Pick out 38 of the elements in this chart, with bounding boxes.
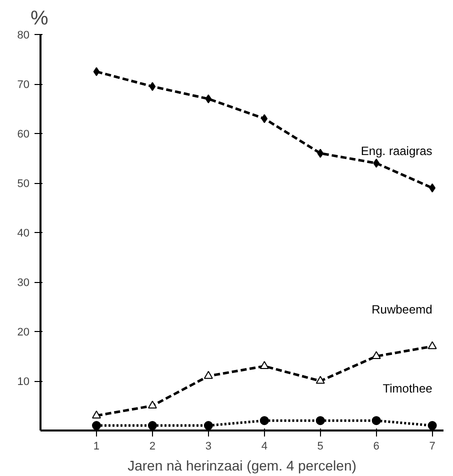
point [428, 421, 437, 430]
point [260, 416, 269, 426]
y-tick-label: 10 [17, 376, 30, 388]
y-tick-label: 40 [17, 228, 30, 240]
y-tick-label: 20 [17, 326, 30, 338]
point [204, 370, 213, 379]
point [204, 421, 213, 430]
x-tick-label: 6 [373, 440, 380, 452]
point [149, 82, 156, 91]
y-tick-label: 70 [17, 79, 30, 91]
series-label: Timothee [382, 382, 433, 396]
x-tick-label: 5 [317, 440, 324, 452]
x-axis-title: Jaren nà herinzaai (gem. 4 percelen) [128, 458, 356, 474]
text: Ruwbeemd [372, 302, 432, 316]
x-tick-label: 4 [261, 440, 268, 452]
x-tick-label: 1 [93, 440, 100, 452]
y-tick-label: 80 [17, 30, 30, 42]
x-tick-label: 2 [149, 440, 156, 452]
point [148, 421, 157, 430]
point [316, 416, 325, 426]
point [428, 341, 437, 350]
x-tick-label: 7 [429, 440, 436, 452]
point [148, 400, 157, 409]
y-tick-label: 60 [17, 128, 30, 140]
point [205, 94, 212, 104]
point [92, 421, 101, 430]
point [316, 376, 325, 384]
point [92, 410, 101, 418]
point [372, 416, 381, 426]
series-label: Eng. raaigras [360, 144, 432, 158]
point [93, 67, 100, 76]
x-tick-label: 3 [205, 440, 212, 452]
y-axis-title: % [30, 8, 48, 30]
point [260, 361, 269, 369]
y-tick-label: 50 [17, 178, 30, 190]
point [261, 114, 268, 124]
point [317, 148, 324, 158]
y-tick-label: 30 [17, 277, 30, 289]
